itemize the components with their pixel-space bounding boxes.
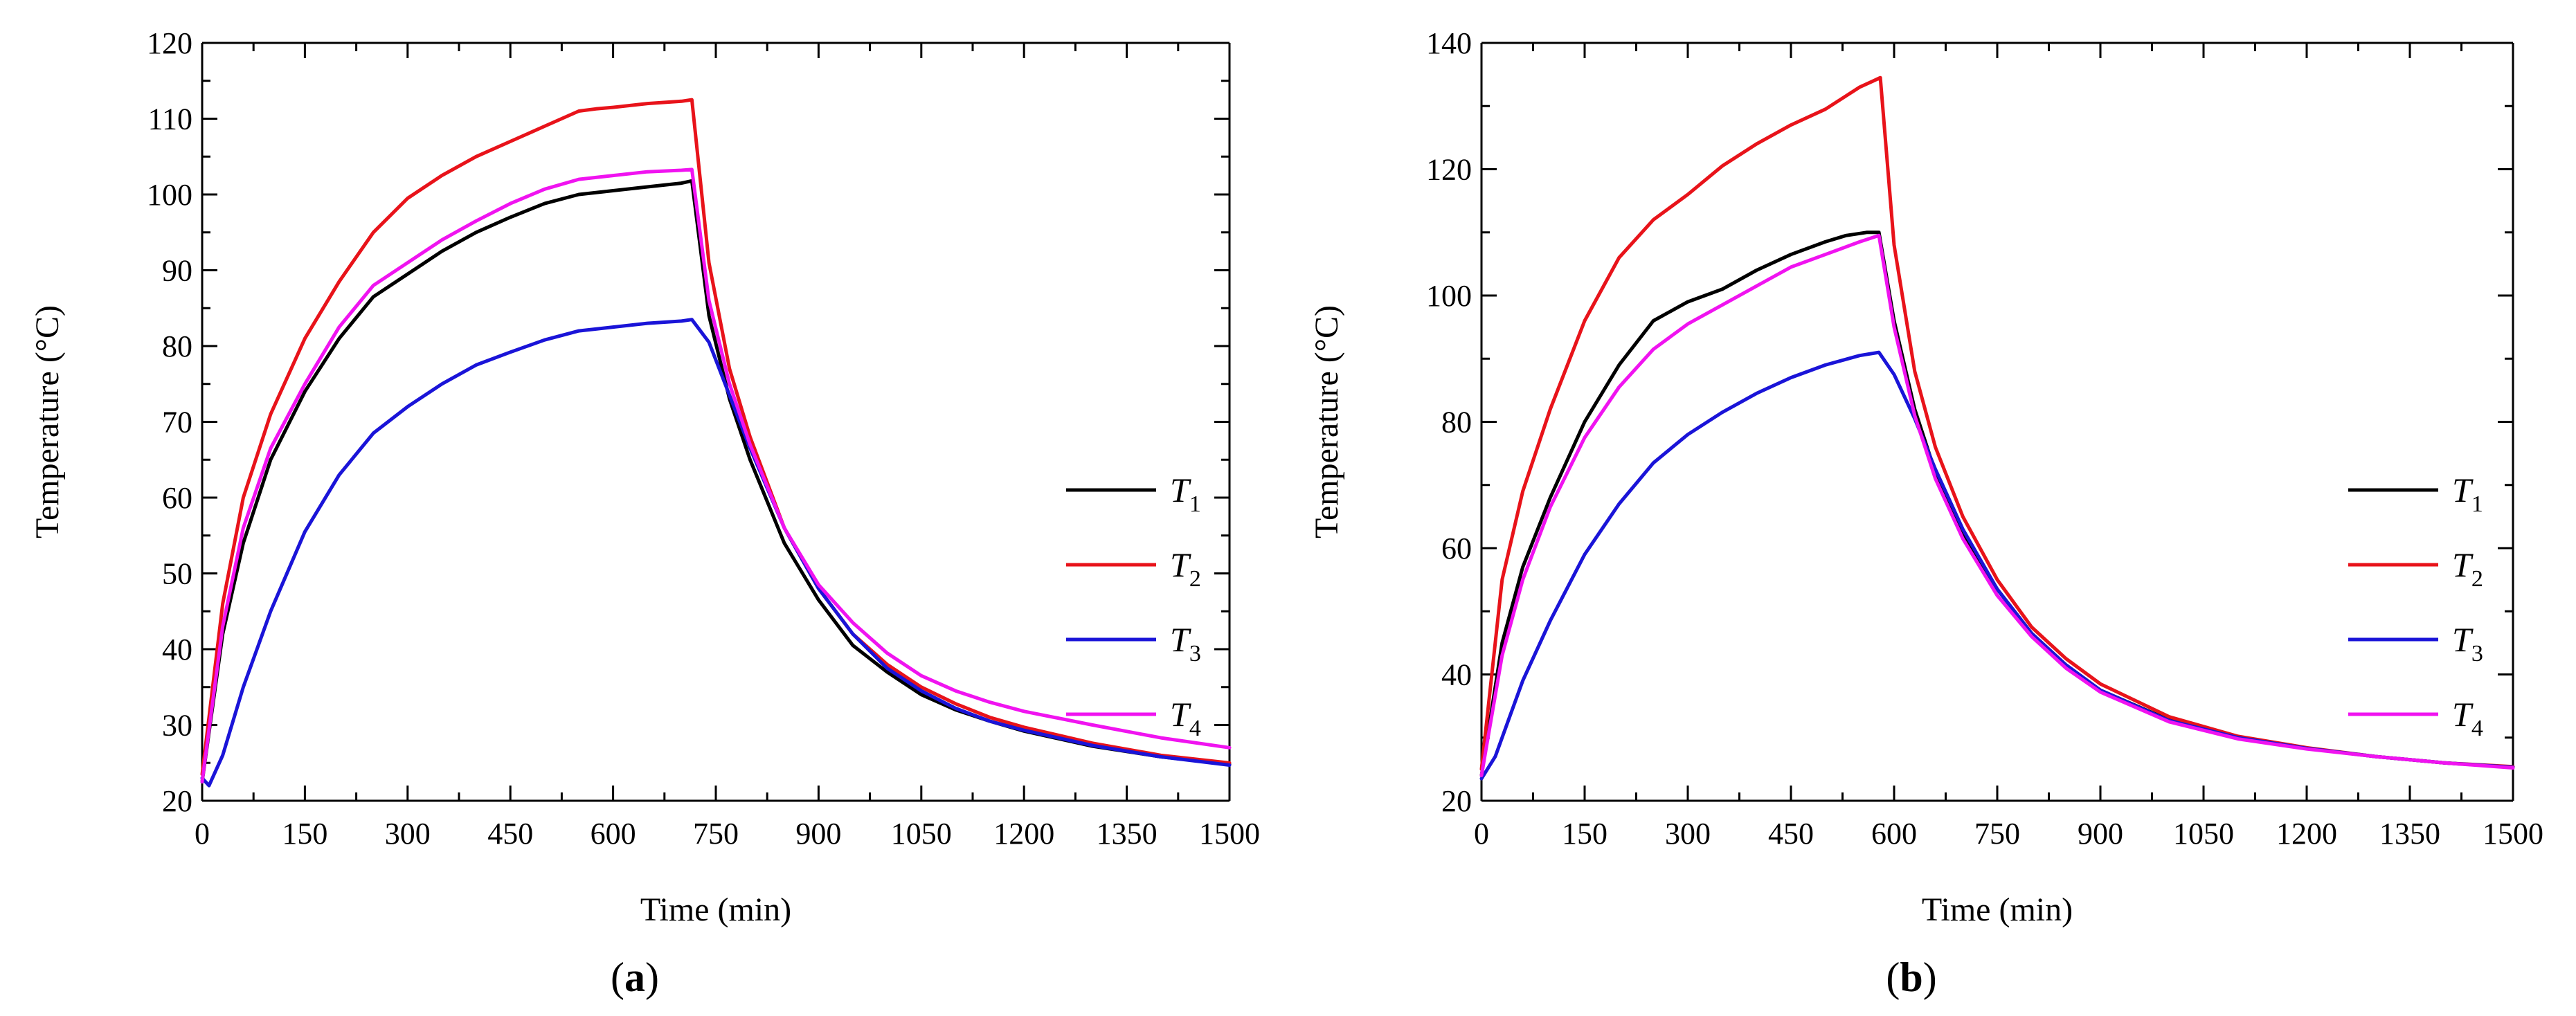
chart1-x-tick-label: 1200 xyxy=(2276,817,2337,851)
chart1-y-tick-label: 60 xyxy=(1441,532,1472,565)
chart0-series-line-T3 xyxy=(200,318,1232,788)
chart0-legend-label-T2: T2 xyxy=(1170,545,1201,592)
chart0-x-tick-label: 600 xyxy=(591,817,636,851)
chart0-legend-label-T4: T4 xyxy=(1170,695,1201,741)
chart0-y-tick-label: 40 xyxy=(162,633,192,666)
chart1-x-tick-label: 0 xyxy=(1474,817,1489,851)
chart1-y-tick-label: 80 xyxy=(1441,406,1472,439)
chart0-y-tick-label: 120 xyxy=(147,26,192,60)
chart0-legend-label-T3: T3 xyxy=(1170,620,1201,666)
chart1-y-tick-label: 40 xyxy=(1441,658,1472,692)
chart1-y-axis-title: Temperature (°C) xyxy=(1308,305,1345,538)
chart0-x-tick-label: 450 xyxy=(487,817,533,851)
chart0-legend: T1 T2 T3 T4 xyxy=(1066,471,1201,741)
chart1-x-tick-label: 1500 xyxy=(2483,817,2543,851)
chart1-x-tick-label: 1050 xyxy=(2173,817,2234,851)
chart1-legend-label-T2: T2 xyxy=(2452,545,2483,592)
chart1-legend-label-T1: T1 xyxy=(2452,471,2483,517)
chart1-series-line-T2 xyxy=(1479,75,2515,771)
chart0-y-tick-label: 20 xyxy=(162,784,192,818)
chart0-x-tick-label: 0 xyxy=(195,817,210,851)
chart1-x-tick-label: 450 xyxy=(1768,817,1814,851)
chart1-x-tick-label: 900 xyxy=(2078,817,2123,851)
chart1-x-tick-label: 1350 xyxy=(2379,817,2440,851)
chart0-y-tick-label: 70 xyxy=(162,406,192,439)
chart1-legend: T1 T2 T3 T4 xyxy=(2348,471,2483,741)
chart0-legend-label-T1: T1 xyxy=(1170,471,1201,517)
chart1-x-tick-label: 300 xyxy=(1665,817,1711,851)
chart0-series-line-T4 xyxy=(200,167,1232,784)
chart1-y-tick-label: 20 xyxy=(1441,784,1472,818)
chart0-x-tick-label: 1500 xyxy=(1199,817,1260,851)
chart0-x-tick-label: 750 xyxy=(693,817,739,851)
chart1-x-tick-label: 600 xyxy=(1871,817,1917,851)
chart1-x-tick-label: 750 xyxy=(1974,817,2020,851)
chart0-series-line-T2 xyxy=(200,98,1232,777)
chart1-x-axis-title: Time (min) xyxy=(1922,891,2073,928)
chart0-y-tick-label: 30 xyxy=(162,709,192,743)
chart1-y-tick-label: 120 xyxy=(1426,153,1472,187)
chart0-y-tick-label: 80 xyxy=(162,329,192,363)
chart0-y-tick-label: 100 xyxy=(147,178,192,212)
chart0-x-tick-label: 300 xyxy=(385,817,431,851)
chart1-series-line-T1 xyxy=(1479,230,2515,777)
chart1-y-tick-label: 100 xyxy=(1426,279,1472,313)
chart1-y-tick-label: 140 xyxy=(1426,26,1472,60)
chart0-x-tick-label: 1050 xyxy=(891,817,952,851)
chart1-legend-label-T3: T3 xyxy=(2452,620,2483,666)
chart1-series-line-T4 xyxy=(1479,233,2515,777)
chart0-panel-label: (a) xyxy=(611,954,659,1000)
chart0-x-tick-label: 1350 xyxy=(1097,817,1158,851)
chart-panel-a: 0 150 300 450 600 750 900 1050 1200 1350 1500 20 30 4… xyxy=(29,26,1260,1000)
chart0-x-tick-label: 900 xyxy=(795,817,841,851)
chart0-x-axis-title: Time (min) xyxy=(640,891,791,928)
chart0-y-tick-label: 50 xyxy=(162,557,192,591)
chart0-x-tick-label: 150 xyxy=(282,817,327,851)
chart0-y-tick-label: 60 xyxy=(162,481,192,515)
chart0-y-tick-label: 110 xyxy=(148,102,192,136)
chart-panel-b: 0 150 300 450 600 750 900 1050 1200 1350 1500 20 40 6… xyxy=(1308,26,2543,1000)
chart1-legend-label-T4: T4 xyxy=(2452,695,2483,741)
chart1-panel-label: (b) xyxy=(1886,954,1936,1000)
chart0-y-tick-label: 90 xyxy=(162,254,192,288)
chart0-series-line-T1 xyxy=(200,179,1232,784)
chart1-x-tick-label: 150 xyxy=(1562,817,1607,851)
chart0-y-axis-title: Temperature (°C) xyxy=(29,305,66,538)
chart0-x-tick-label: 1200 xyxy=(993,817,1054,851)
